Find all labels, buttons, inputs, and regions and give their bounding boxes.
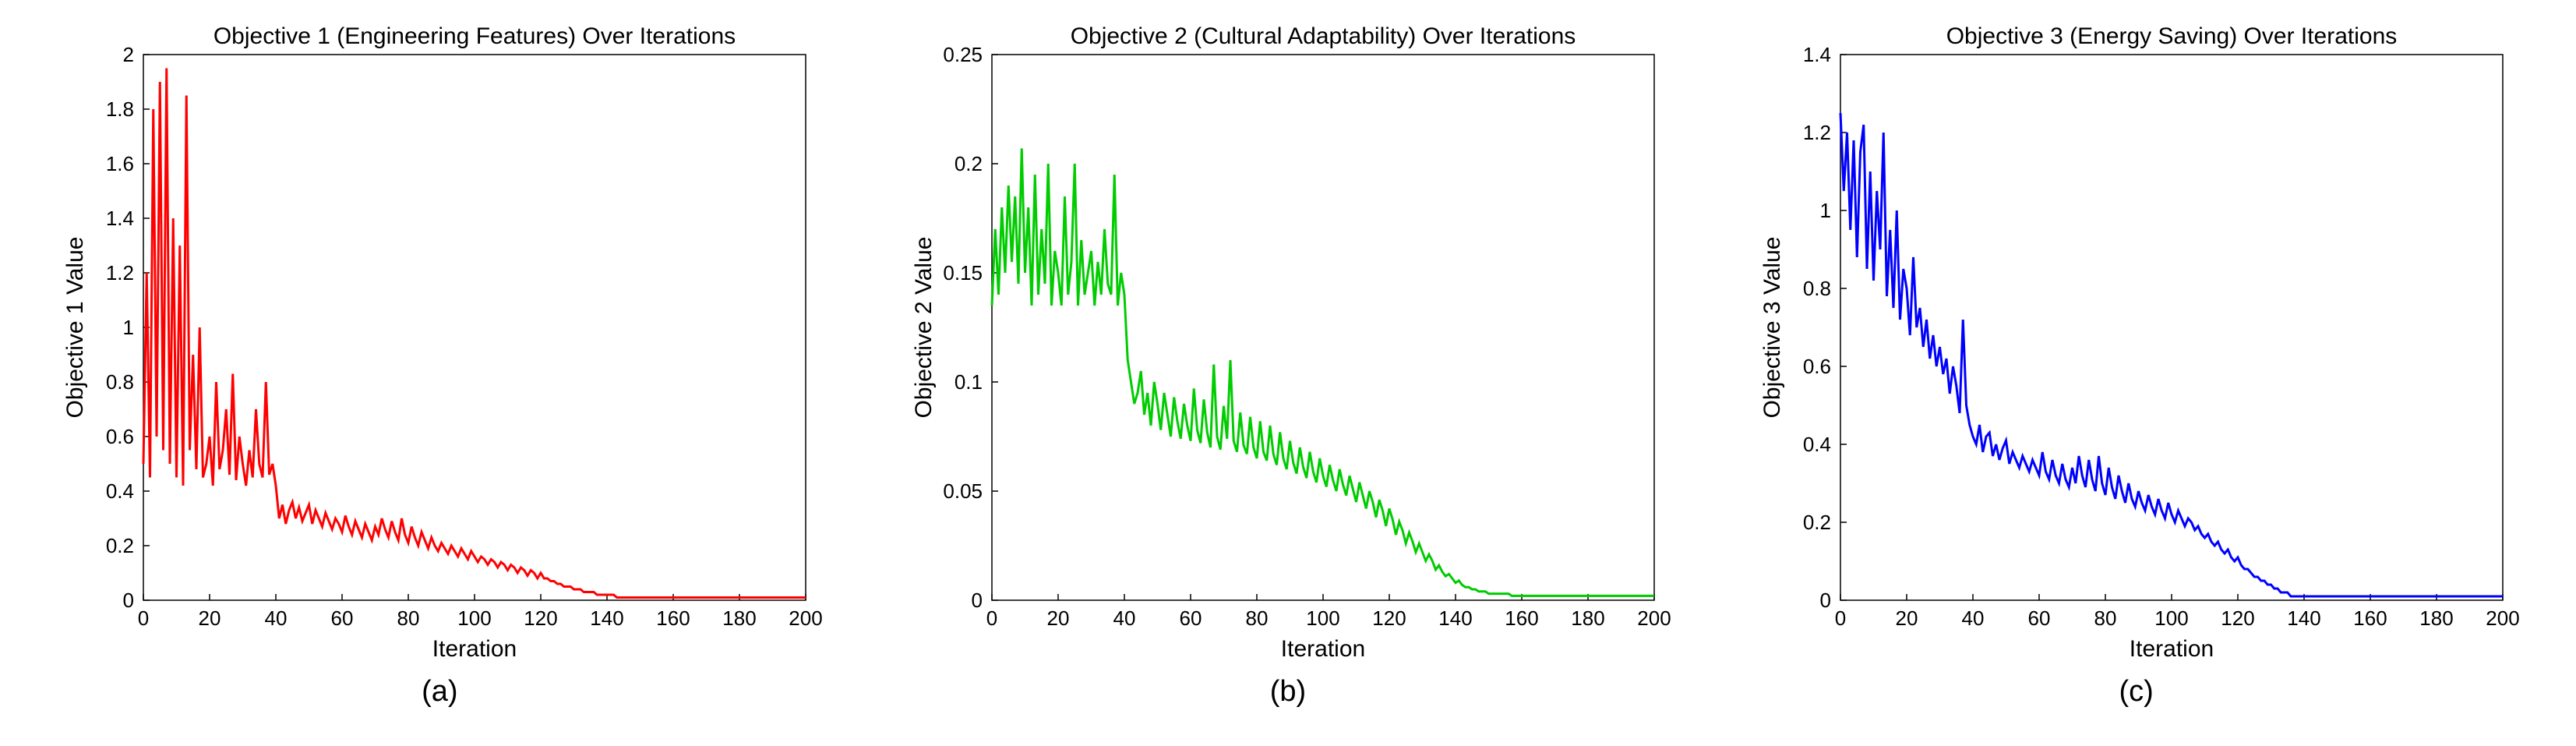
y-axis-label: Objective 3 Value (1759, 237, 1785, 419)
xtick-label: 20 (1895, 606, 1918, 630)
chart-obj1: Objective 1 (Engineering Features) Over … (50, 16, 829, 670)
ytick-label: 0.15 (943, 261, 983, 285)
xtick-label: 140 (591, 606, 624, 630)
xtick-label: 160 (657, 606, 690, 630)
ytick-label: 0.2 (1802, 511, 1830, 534)
ytick-label: 0.4 (106, 479, 134, 503)
xtick-label: 140 (2287, 606, 2320, 630)
xtick-label: 100 (2154, 606, 2188, 630)
y-axis-label: Objective 2 Value (911, 237, 937, 419)
xtick-label: 20 (199, 606, 221, 630)
xtick-label: 100 (458, 606, 492, 630)
ytick-label: 0.6 (1802, 355, 1830, 378)
ytick-label: 0.8 (106, 370, 134, 394)
ytick-label: 0 (123, 589, 134, 612)
panel-b: Objective 2 (Cultural Adaptability) Over… (875, 16, 1701, 709)
subcaption-b: (b) (1270, 675, 1306, 709)
ytick-label: 1.4 (106, 207, 134, 230)
xtick-label: 120 (524, 606, 558, 630)
xtick-label: 160 (1505, 606, 1538, 630)
ytick-label: 1.2 (106, 261, 134, 285)
ytick-label: 1.4 (1802, 43, 1830, 66)
ytick-label: 0.25 (943, 43, 983, 66)
xtick-label: 200 (2486, 606, 2519, 630)
plot-box (143, 55, 806, 600)
chart-title: Objective 1 (Engineering Features) Over … (213, 23, 736, 49)
subcaption-c: (c) (2119, 675, 2153, 709)
plot-box (992, 55, 1654, 600)
xtick-label: 60 (2027, 606, 2050, 630)
data-line (1840, 113, 2503, 596)
xtick-label: 160 (2353, 606, 2387, 630)
xtick-label: 80 (1246, 606, 1269, 630)
xtick-label: 0 (138, 606, 149, 630)
ytick-label: 1 (123, 316, 134, 339)
xtick-label: 100 (1306, 606, 1339, 630)
xtick-label: 180 (2419, 606, 2453, 630)
ytick-label: 0.8 (1802, 277, 1830, 300)
ytick-label: 0 (1819, 589, 1830, 612)
chart-title: Objective 2 (Cultural Adaptability) Over… (1071, 23, 1576, 49)
xtick-label: 0 (1834, 606, 1845, 630)
xtick-label: 60 (331, 606, 354, 630)
ytick-label: 0.6 (106, 425, 134, 448)
subcaption-a: (a) (422, 675, 457, 709)
xtick-label: 120 (2221, 606, 2254, 630)
ytick-label: 1.8 (106, 97, 134, 121)
panel-c: Objective 3 (Energy Saving) Over Iterati… (1724, 16, 2550, 709)
xtick-label: 80 (2094, 606, 2116, 630)
ytick-label: 1 (1819, 199, 1830, 222)
ytick-label: 0.2 (955, 152, 983, 175)
xtick-label: 180 (723, 606, 757, 630)
xtick-label: 180 (1571, 606, 1604, 630)
ytick-label: 0.4 (1802, 433, 1830, 456)
xtick-label: 0 (986, 606, 997, 630)
x-axis-label: Iteration (432, 636, 517, 662)
chart-title: Objective 3 (Energy Saving) Over Iterati… (1946, 23, 2397, 49)
xtick-label: 200 (789, 606, 823, 630)
xtick-label: 80 (397, 606, 420, 630)
plot-box (1840, 55, 2503, 600)
x-axis-label: Iteration (1281, 636, 1365, 662)
xtick-label: 40 (1961, 606, 1984, 630)
y-axis-label: Objective 1 Value (62, 237, 88, 419)
xtick-label: 200 (1637, 606, 1671, 630)
xtick-label: 120 (1372, 606, 1406, 630)
xtick-label: 40 (1113, 606, 1136, 630)
ytick-label: 0.1 (955, 370, 983, 394)
ytick-label: 0.2 (106, 534, 134, 557)
xtick-label: 140 (1438, 606, 1472, 630)
data-line (992, 148, 1654, 596)
x-axis-label: Iteration (2129, 636, 2213, 662)
ytick-label: 1.2 (1802, 121, 1830, 144)
ytick-label: 2 (123, 43, 134, 66)
ytick-label: 0 (972, 589, 983, 612)
xtick-label: 40 (265, 606, 288, 630)
panel-a: Objective 1 (Engineering Features) Over … (26, 16, 852, 709)
chart-obj3: Objective 3 (Energy Saving) Over Iterati… (1747, 16, 2526, 670)
ytick-label: 1.6 (106, 152, 134, 175)
ytick-label: 0.05 (943, 479, 983, 503)
xtick-label: 60 (1180, 606, 1202, 630)
xtick-label: 20 (1047, 606, 1070, 630)
data-line (143, 69, 806, 598)
chart-obj2: Objective 2 (Cultural Adaptability) Over… (898, 16, 1678, 670)
